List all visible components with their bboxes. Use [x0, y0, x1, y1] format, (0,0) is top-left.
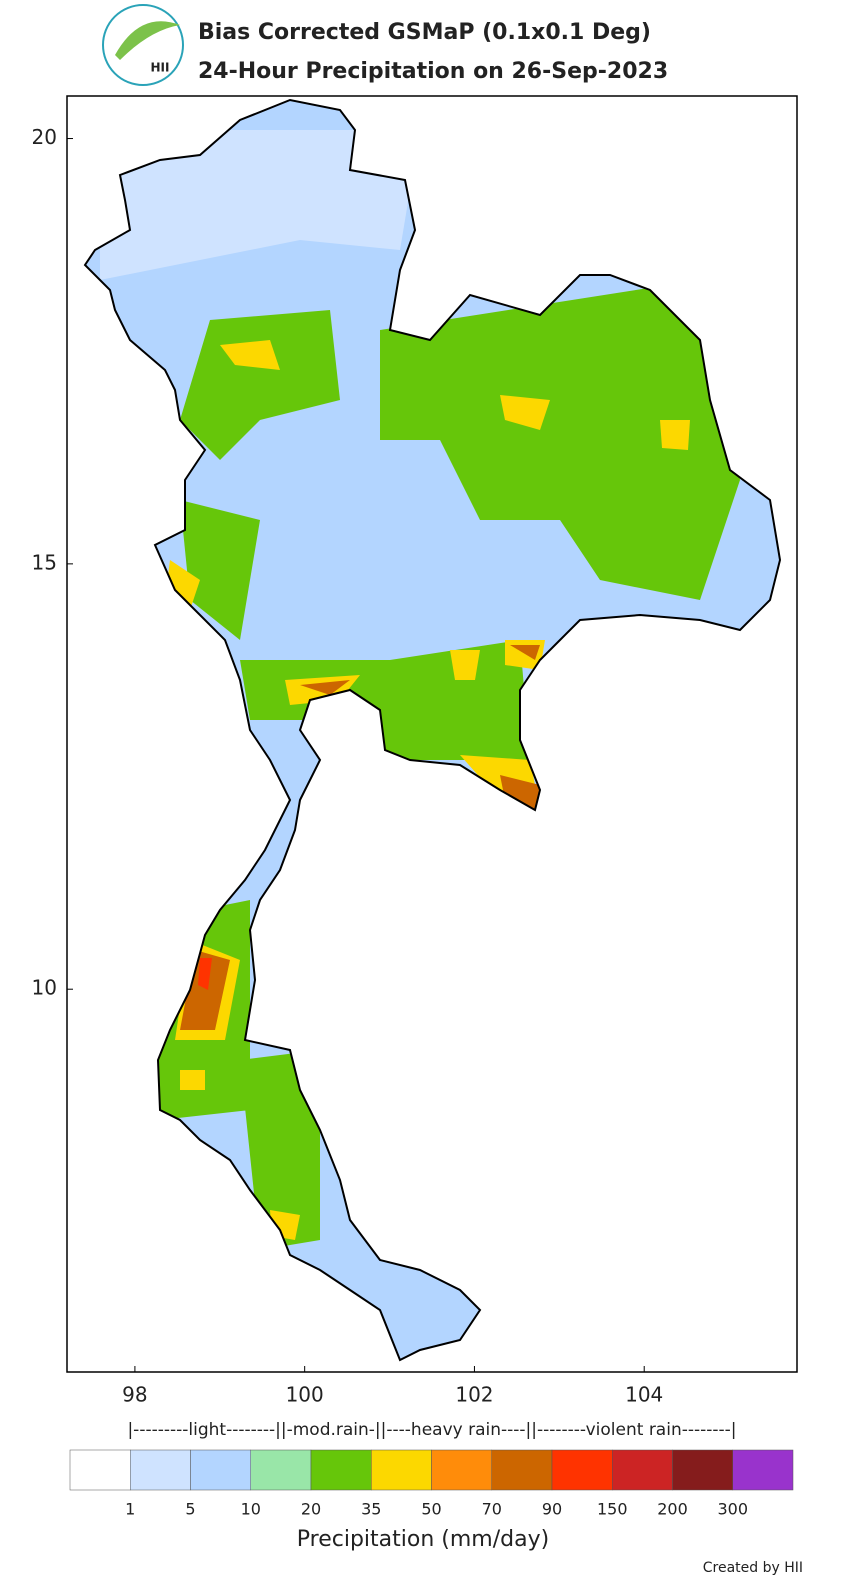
colorbar-box	[612, 1449, 673, 1491]
colorbar-tick-label: 70	[482, 1500, 502, 1519]
credit: Created by HII	[703, 1560, 803, 1576]
logo-text: HII	[151, 61, 170, 75]
colorbar-box	[732, 1449, 794, 1491]
y-tick-label: 10	[32, 976, 57, 1000]
title: Bias Corrected GSMaP (0.1x0.1 Deg)	[198, 20, 651, 45]
colorbar-tick-label: 90	[542, 1500, 562, 1519]
y-tick-label: 15	[32, 550, 57, 574]
colorbar-tick-label: 150	[597, 1500, 628, 1519]
colorbar-box	[551, 1449, 613, 1491]
x-tick-label: 104	[625, 1383, 663, 1407]
colorbar-box	[190, 1449, 251, 1491]
colorbar-box	[431, 1449, 492, 1491]
colorbar-box	[371, 1449, 432, 1491]
colorbar-box	[250, 1449, 312, 1491]
logo: HII	[102, 4, 184, 86]
colorbar-box	[130, 1449, 191, 1491]
colorbar-box	[672, 1449, 733, 1491]
colorbar-tick-label: 20	[301, 1500, 321, 1519]
colorbar-tick-label: 10	[241, 1500, 261, 1519]
category-band: |---------light--------||-mod.rain-||---…	[127, 1420, 736, 1440]
colorbar-tick-label: 200	[657, 1500, 688, 1519]
y-tick-label: 20	[32, 125, 57, 149]
colorbar-tick-label: 300	[717, 1500, 748, 1519]
x-tick-label: 100	[286, 1383, 324, 1407]
colorbar-label: Precipitation (mm/day)	[297, 1527, 549, 1552]
colorbar-tick-label: 50	[421, 1500, 441, 1519]
colorbar-tick-label: 1	[125, 1500, 135, 1519]
colorbar-box	[491, 1449, 553, 1491]
x-tick-label: 102	[455, 1383, 493, 1407]
colorbar-box	[69, 1449, 131, 1491]
subtitle: 24-Hour Precipitation on 26-Sep-2023	[198, 59, 668, 84]
x-tick-label: 98	[122, 1383, 147, 1407]
colorbar-box	[310, 1449, 372, 1491]
map	[66, 95, 798, 1373]
colorbar-tick-label: 35	[361, 1500, 381, 1519]
colorbar-tick-label: 5	[185, 1500, 195, 1519]
